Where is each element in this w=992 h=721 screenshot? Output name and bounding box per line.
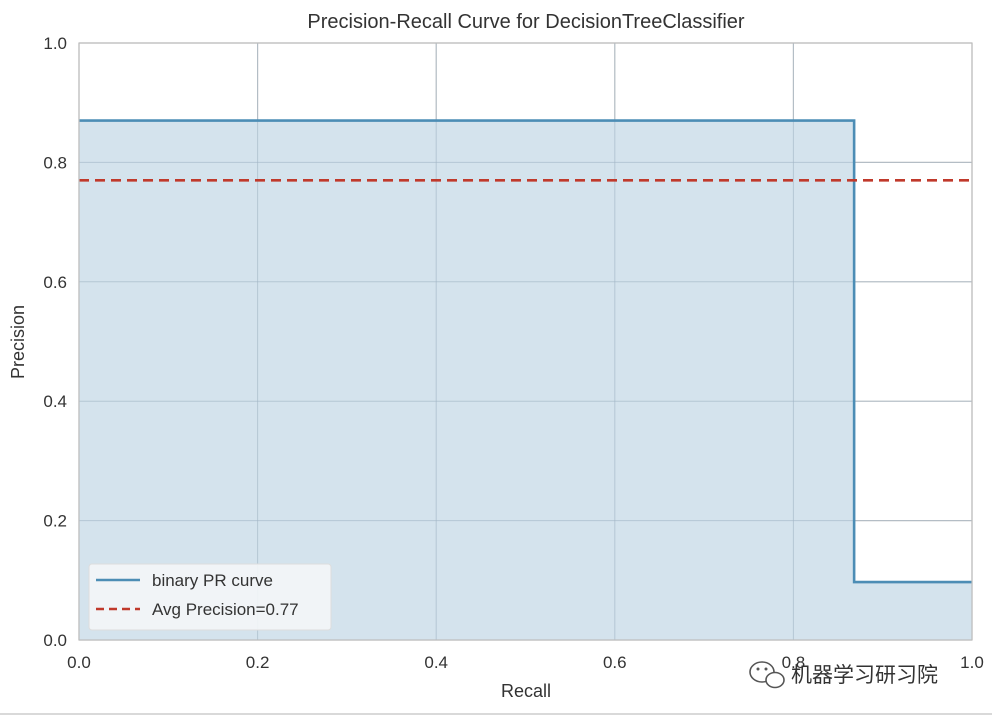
x-axis-label: Recall	[501, 681, 551, 701]
legend-label-avg-precision: Avg Precision=0.77	[152, 600, 299, 619]
x-tick-label-3: 0.6	[603, 653, 627, 672]
watermark-text: 机器学习研习院	[791, 664, 938, 687]
legend-box	[88, 563, 332, 631]
bottom-divider	[0, 713, 992, 715]
y-tick-label-5: 1.0	[43, 34, 67, 53]
chart-title: Precision-Recall Curve for DecisionTreeC…	[307, 11, 745, 33]
x-tick-label-5: 1.0	[960, 653, 984, 672]
y-tick-label-4: 0.8	[43, 153, 67, 172]
watermark: 机器学习研习院	[749, 661, 938, 689]
x-tick-label-1: 0.2	[246, 653, 270, 672]
y-tick-label-2: 0.4	[43, 392, 67, 411]
y-tick-label-1: 0.2	[43, 512, 67, 531]
pr-curve-line	[79, 119, 972, 584]
wechat-icon	[749, 661, 785, 689]
axes-border	[78, 42, 973, 641]
tick-labels: 0.0 0.2 0.4 0.6 0.8 1.0 0.0 0.2 0.4 0.6 0.8 1.0	[43, 34, 983, 672]
pr-curve-fill	[79, 120, 972, 641]
legend-label-pr-curve: binary PR curve	[152, 571, 273, 590]
legend: binary PR curve Avg Precision=0.77	[88, 563, 332, 631]
x-tick-label-0: 0.0	[67, 653, 91, 672]
y-axis-label: Precision	[8, 305, 28, 379]
x-tick-label-4: 0.8	[782, 653, 806, 672]
x-tick-label-2: 0.4	[424, 653, 448, 672]
series-lines	[79, 119, 972, 584]
pr-area-fill	[78, 42, 973, 641]
y-tick-label-0: 0.0	[43, 631, 67, 650]
plot-border	[78, 42, 973, 641]
y-tick-label-3: 0.6	[43, 273, 67, 292]
